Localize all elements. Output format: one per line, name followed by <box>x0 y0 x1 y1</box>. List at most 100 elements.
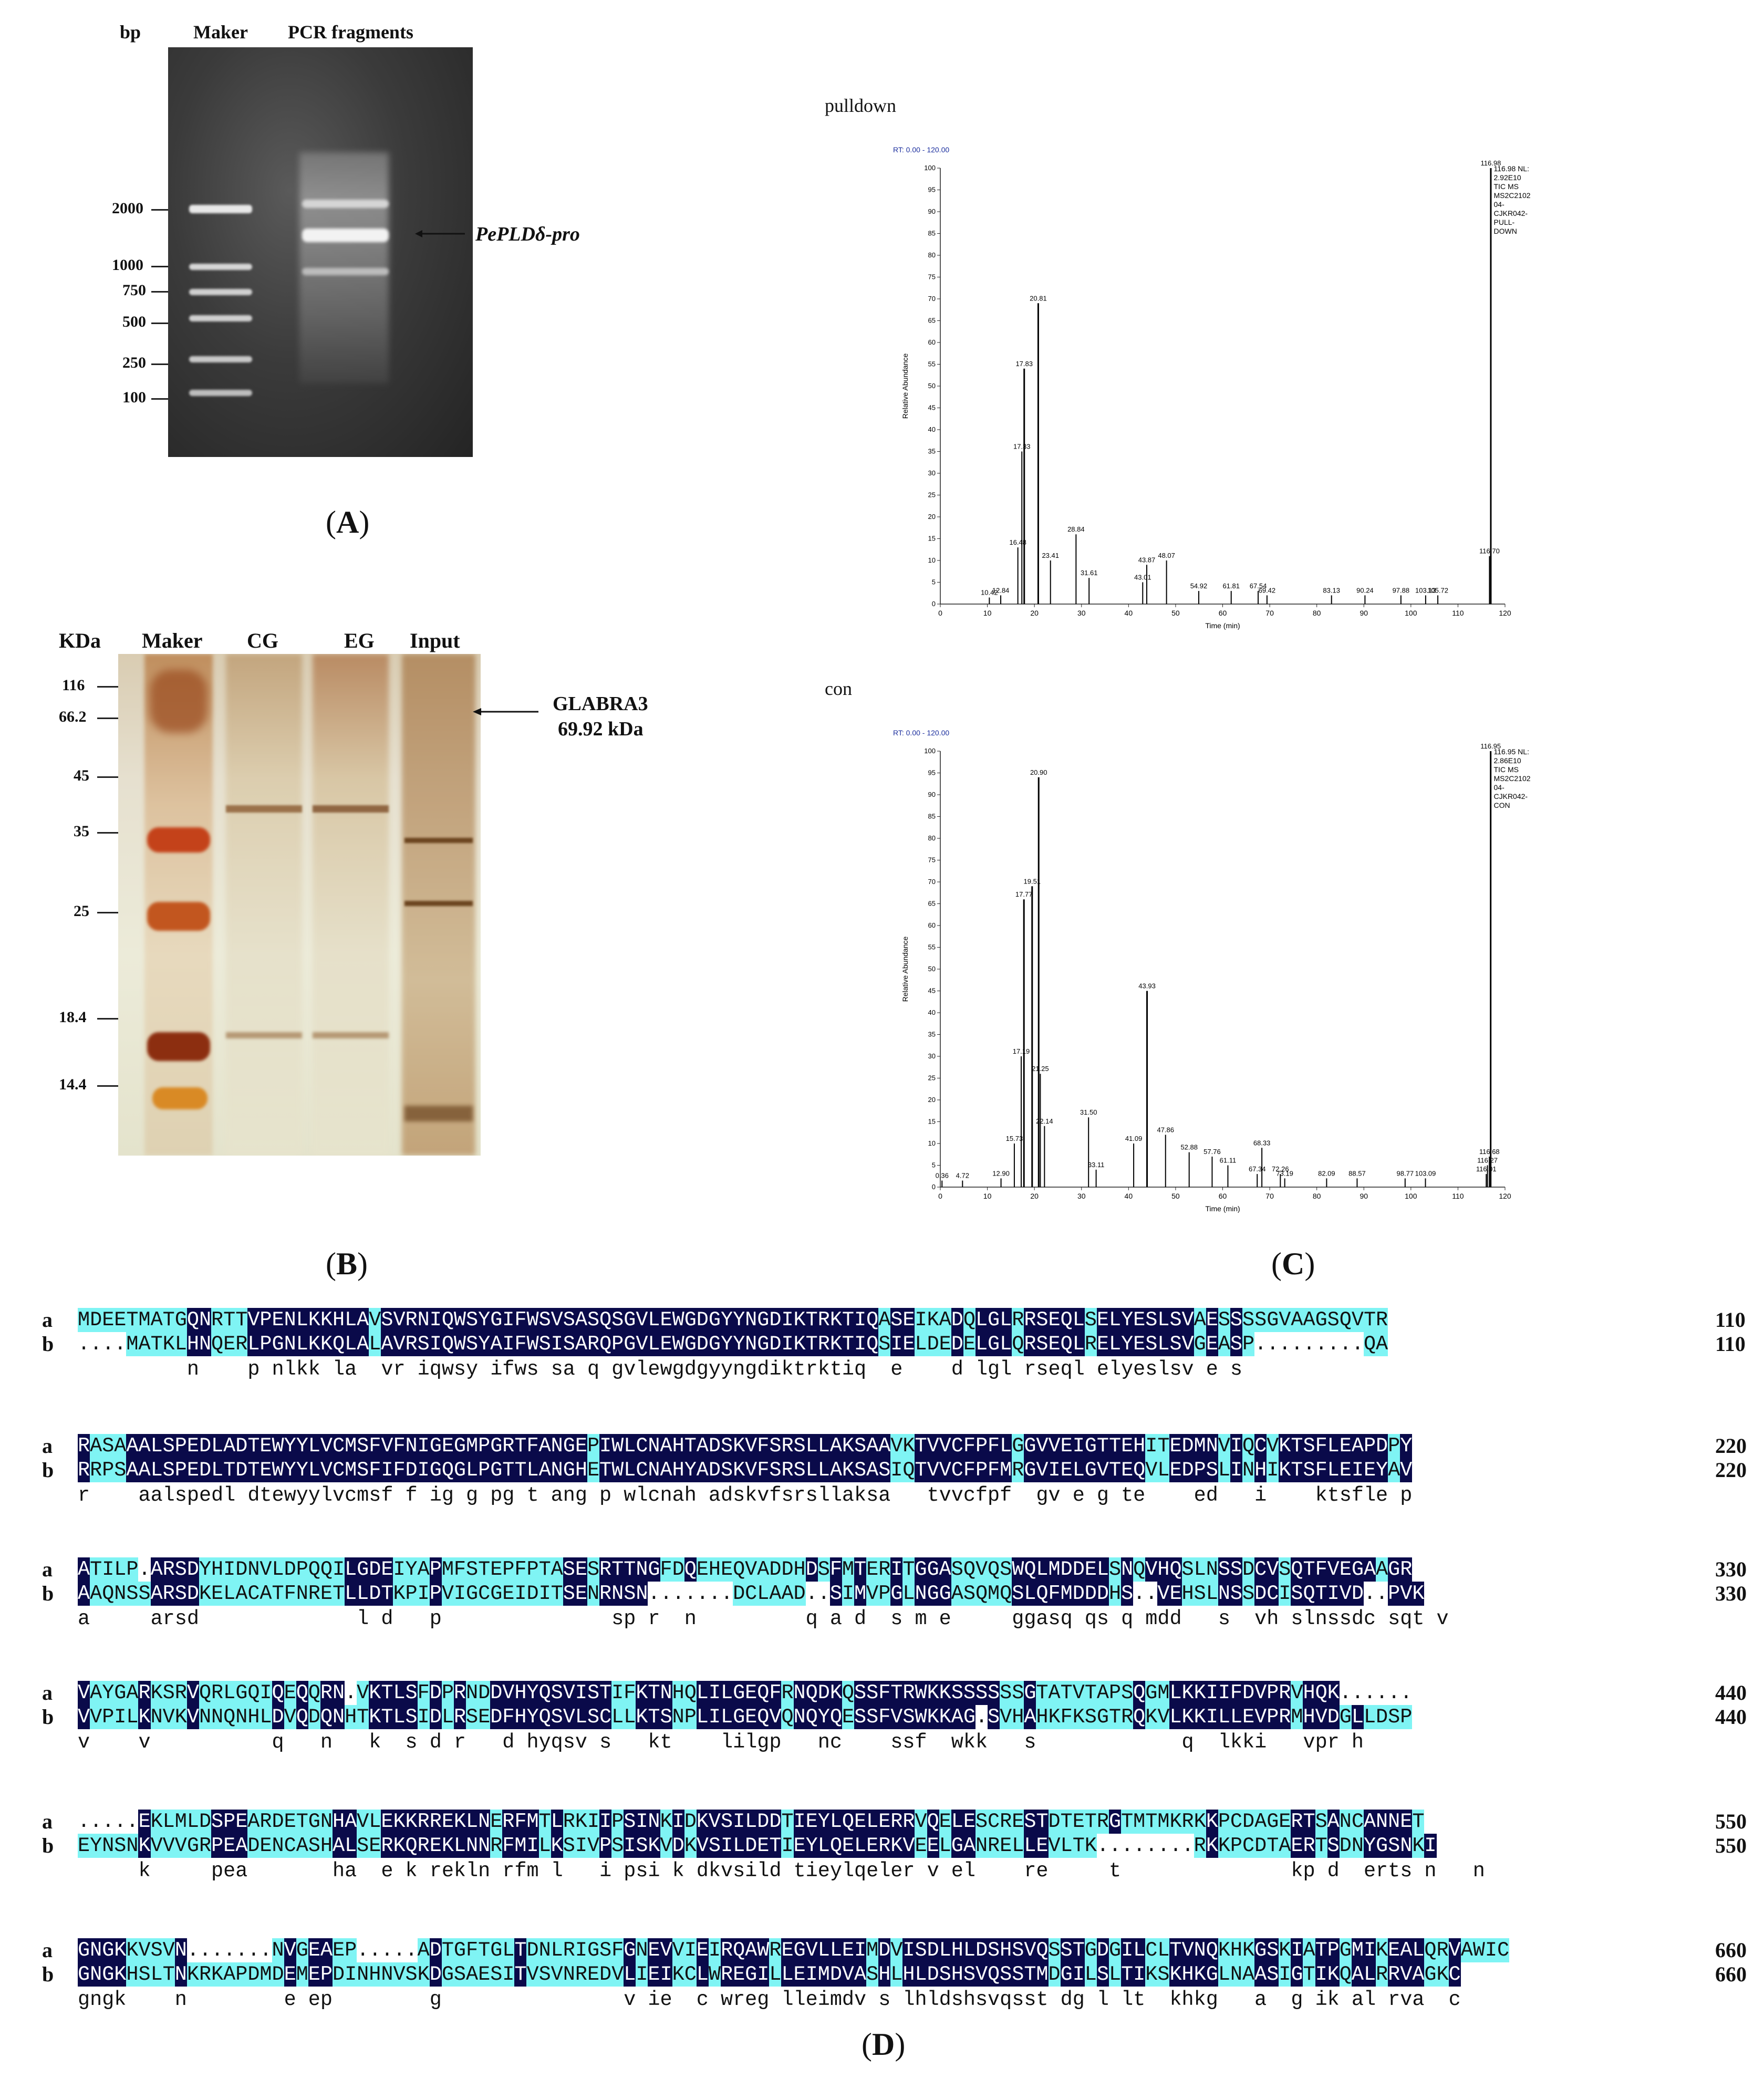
sequence-text: a arsd l d p sp r n q a d s m e ggasq qs… <box>78 1607 1449 1630</box>
x-tick-label: 40 <box>1125 1192 1133 1200</box>
y-tick-label: 90 <box>928 791 936 798</box>
peak-label: 20.81 <box>1030 294 1047 302</box>
peak-label: 88.57 <box>1348 1169 1366 1177</box>
position-number: 220 <box>1715 1458 1747 1482</box>
y-tick-label: 75 <box>928 273 936 281</box>
marker-100: 100 <box>122 389 146 406</box>
peak-label: 61.11 <box>1220 1157 1237 1165</box>
marker-66: 66.2 <box>59 708 87 725</box>
peak-label: 67.34 <box>1249 1165 1266 1173</box>
position-number: 110 <box>1715 1308 1746 1332</box>
position-number: 550 <box>1715 1834 1747 1857</box>
y-tick-label: 90 <box>928 207 936 215</box>
sequence-text: VAYGARKSRVQRLGQIQEQQRN.VKTLSFDPRNDDVHYQS… <box>78 1681 1413 1705</box>
y-tick-label: 0 <box>932 600 936 608</box>
x-tick-label: 0 <box>938 1192 942 1200</box>
peak-label: 67.54 <box>1250 582 1267 590</box>
marker-18: 18.4 <box>59 1009 87 1026</box>
sequence-text: RRPSAALSPEDLTDTEWYYLVCMSFIFDIGQGLPGTTLAN… <box>78 1458 1413 1482</box>
chart-label-con: con <box>825 678 852 699</box>
marker-250: 250 <box>122 354 146 371</box>
y-tick-label: 60 <box>928 921 936 929</box>
x-tick-label: 10 <box>983 1192 992 1200</box>
y-tick-label: 45 <box>928 404 936 412</box>
x-tick-label: 50 <box>1171 609 1180 617</box>
sequence-id: a <box>42 1557 53 1581</box>
x-axis-label: Time (min) <box>1205 1204 1240 1213</box>
sequence-text: RASAAALSPEDLADTEWYYLVCMSFVFNIGEGMPGRTFAN… <box>78 1434 1413 1458</box>
pcr-header: PCR fragments <box>288 22 413 43</box>
y-tick-label: 10 <box>928 1139 936 1147</box>
position-number: 660 <box>1715 1962 1747 1986</box>
peak-label: 116.98 <box>1481 159 1501 167</box>
info-line: MS2C2102 <box>1494 191 1531 200</box>
info-line: CJKR042- <box>1494 209 1528 217</box>
info-line: CON <box>1494 801 1510 809</box>
peak-label: 47.86 <box>1157 1126 1174 1134</box>
peak-label: 0.36 <box>936 1172 949 1180</box>
sequence-text: n p nlkk la vr iqwsy ifws sa q gvlewgdgy… <box>186 1358 1243 1381</box>
y-tick-label: 50 <box>928 965 936 973</box>
sequence-id: b <box>42 1458 54 1482</box>
position-number: 660 <box>1715 1938 1747 1962</box>
marker-2000: 2000 <box>112 200 143 217</box>
sequence-text: gngk n e ep g v ie c wreg lleimdv s lhld… <box>78 1988 1461 2011</box>
chromatogram-pulldown: RT: 0.00 - 120.00 0 5 10 15 20 25 30 35 40 45 50 55 6… <box>893 142 1550 649</box>
info-line: 116.98 NL: <box>1494 164 1529 173</box>
peak-label: 31.61 <box>1081 569 1098 577</box>
y-tick-label: 55 <box>928 360 936 368</box>
peak-label: 73.19 <box>1276 1169 1293 1177</box>
info-line: CJKR042- <box>1494 792 1528 801</box>
x-tick-label: 70 <box>1265 609 1274 617</box>
sequence-id: a <box>42 1938 53 1962</box>
x-tick-label: 80 <box>1313 609 1321 617</box>
sequence-id: a <box>42 1810 53 1833</box>
peak-label: 116.68 <box>1479 1148 1500 1156</box>
x-tick-label: 120 <box>1499 1192 1511 1200</box>
x-tick-label: 80 <box>1313 1192 1321 1200</box>
position-number: 440 <box>1715 1705 1747 1729</box>
y-tick-label: 10 <box>928 556 936 564</box>
y-tick-label: 80 <box>928 251 936 259</box>
rt-range: RT: 0.00 - 120.00 <box>893 729 949 737</box>
y-tick-label: 95 <box>928 769 936 777</box>
x-tick-label: 60 <box>1219 1192 1227 1200</box>
marker-14: 14.4 <box>59 1076 87 1093</box>
info-line: 116.95 NL: <box>1494 747 1529 756</box>
band-arrow-a <box>415 230 465 237</box>
x-tick-label: 50 <box>1171 1192 1180 1200</box>
x-tick-label: 110 <box>1452 609 1464 617</box>
peak-label: 22.14 <box>1036 1117 1053 1125</box>
y-tick-label: 80 <box>928 834 936 842</box>
y-tick-label: 65 <box>928 317 936 325</box>
info-line: 04- <box>1494 783 1505 792</box>
rt-range: RT: 0.00 - 120.00 <box>893 145 949 154</box>
y-tick-label: 70 <box>928 295 936 303</box>
x-tick-label: 10 <box>983 609 992 617</box>
y-tick-label: 50 <box>928 382 936 390</box>
x-tick-label: 100 <box>1405 1192 1417 1200</box>
sequence-id: a <box>42 1681 53 1704</box>
y-tick-label: 45 <box>928 987 936 995</box>
peak-label: 12.84 <box>992 586 1010 594</box>
y-axis-label: Relative Abundance <box>901 354 909 419</box>
position-number: 110 <box>1715 1332 1746 1356</box>
y-tick-label: 20 <box>928 513 936 521</box>
peak-label: 72.26 <box>1272 1165 1289 1173</box>
info-line: DOWN <box>1494 227 1517 235</box>
position-number: 330 <box>1715 1557 1747 1581</box>
sequence-text: .....EKLMLDSPEARDETGNHAVLEKKRREKLNERFMTL… <box>78 1810 1425 1834</box>
peak-label: 116.95 <box>1480 742 1501 750</box>
cg-header: CG <box>247 629 278 652</box>
glabra3-label: GLABRA3 <box>553 693 648 715</box>
marker-25: 25 <box>74 902 89 920</box>
peak-label: 98.77 <box>1397 1169 1414 1177</box>
peak-label: 17.19 <box>1013 1047 1030 1055</box>
y-tick-label: 55 <box>928 943 936 951</box>
sequence-text: GNGKKVSVN.......NVGEAEP.....ADTGFTGLTDNL… <box>78 1938 1510 1962</box>
peak-label: 19.51 <box>1024 877 1041 885</box>
y-tick-label: 100 <box>924 164 936 172</box>
info-line: MS2C2102 <box>1494 774 1531 783</box>
peak-label: 43.87 <box>1138 556 1156 564</box>
peak-label: 31.50 <box>1080 1108 1097 1116</box>
